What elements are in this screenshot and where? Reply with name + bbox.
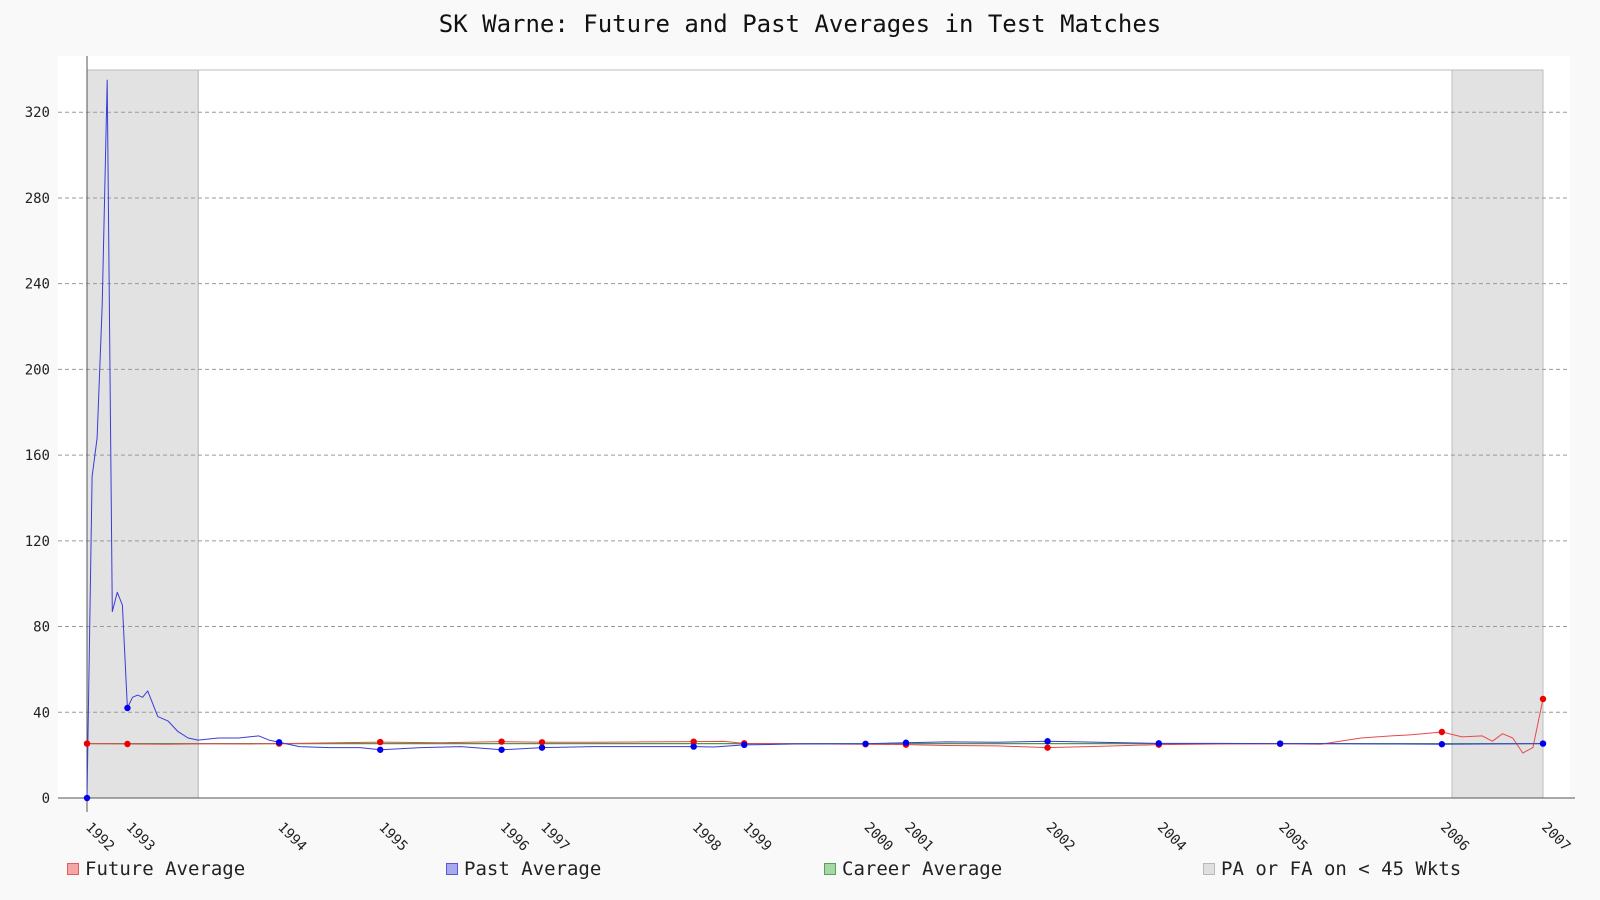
legend-label: Career Average [842, 858, 1003, 880]
future-average-marker [538, 739, 546, 746]
x-tick-label: 1997 [537, 820, 572, 855]
legend-swatch-future [67, 863, 79, 875]
y-tick-label: 320 [25, 105, 50, 121]
legend-swatch-past [446, 863, 458, 875]
y-tick-label: 160 [25, 448, 50, 464]
legend-swatch-career [824, 863, 836, 875]
x-tick-label: 1992 [82, 820, 117, 855]
past-average-marker [377, 746, 384, 753]
y-tick-label: 0 [42, 791, 50, 807]
chart-title: SK Warne: Future and Past Averages in Te… [438, 10, 1162, 38]
legend-item-insufficient-wickets[interactable]: PA or FA on < 45 Wkts [1203, 858, 1461, 880]
data-markers [83, 695, 1547, 802]
x-tick-label: 2000 [861, 820, 896, 855]
x-tick-label: 2007 [1538, 820, 1573, 855]
legend-item-past-average[interactable]: Past Average [446, 858, 601, 880]
future-average-marker [1539, 695, 1547, 703]
shaded-regions [86, 69, 1544, 799]
y-tick-label: 240 [25, 277, 50, 293]
future-average-line [86, 698, 1544, 754]
y-tick-label: 280 [25, 191, 50, 207]
x-tick-label: 2006 [1437, 820, 1472, 855]
x-tick-label: 2001 [901, 820, 936, 855]
x-tick-label: 2005 [1275, 820, 1310, 855]
past-average-marker [741, 741, 748, 749]
y-tick-label: 80 [33, 620, 50, 636]
x-tick-label: 1999 [739, 820, 774, 855]
x-tick-label: 1993 [123, 820, 158, 855]
grid-lines [58, 111, 1570, 713]
x-tick-label: 2004 [1154, 820, 1189, 855]
x-tick-label: 1994 [274, 820, 309, 855]
past-average-marker [1155, 740, 1162, 747]
past-average-marker [902, 739, 910, 746]
past-average-marker [1044, 738, 1051, 745]
y-tick-label: 200 [25, 362, 50, 378]
legend-swatch-shaded [1203, 863, 1215, 875]
legend-item-future-average[interactable]: Future Average [67, 858, 245, 880]
past-average-marker [538, 744, 546, 751]
past-average-marker [124, 704, 131, 712]
plot-background [58, 56, 1570, 798]
x-tick-label: 2002 [1043, 820, 1078, 855]
axes [58, 56, 1575, 812]
legend-label: PA or FA on < 45 Wkts [1221, 858, 1462, 880]
y-tick-label: 120 [25, 534, 50, 550]
x-tick-label: 1995 [375, 820, 410, 855]
past-average-marker [690, 743, 697, 750]
future-average-marker [498, 738, 505, 745]
shaded-region [1451, 69, 1544, 799]
legend-label: Future Average [85, 858, 246, 880]
past-average-marker [275, 739, 283, 746]
y-tick-label: 40 [33, 705, 50, 721]
x-tick-label: 1996 [497, 820, 532, 855]
future-average-marker [377, 738, 384, 746]
past-average-marker [1539, 740, 1547, 747]
future-average-marker [124, 740, 131, 748]
future-average-marker [690, 738, 697, 745]
past-average-marker [1438, 741, 1446, 748]
shaded-region [86, 69, 199, 799]
past-average-marker [83, 794, 91, 802]
legend-label: Past Average [464, 858, 602, 880]
legend-item-career-average[interactable]: Career Average [824, 858, 1002, 880]
past-average-marker [862, 740, 869, 747]
past-average-marker [498, 746, 505, 753]
x-tick-label: 1998 [689, 820, 724, 855]
future-average-marker [83, 740, 91, 747]
future-average-marker [1438, 728, 1446, 736]
legend: Future Average Past Average Career Avera… [0, 858, 1600, 888]
future-average-marker [1044, 744, 1051, 751]
past-average-marker [1276, 740, 1284, 747]
